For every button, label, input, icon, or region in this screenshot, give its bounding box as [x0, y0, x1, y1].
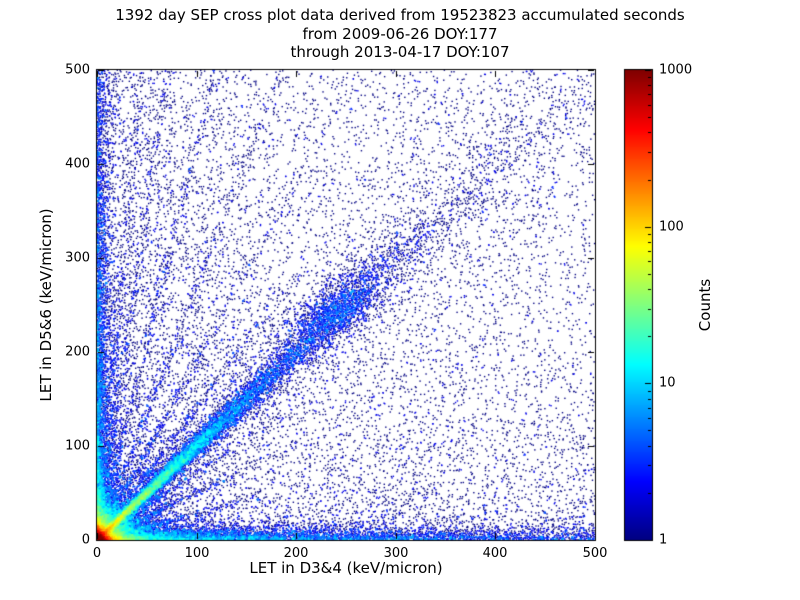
y-tick-label: 500 — [65, 62, 90, 78]
y-tick-label: 0 — [81, 532, 90, 548]
x-tick-label: 500 — [582, 546, 608, 561]
colorbar-tick-label: 1000 — [659, 62, 693, 78]
plot-title: 1392 day SEP cross plot data derived fro… — [115, 6, 685, 24]
colorbar-axis-label: Counts — [696, 278, 714, 332]
y-tick-label: 200 — [65, 344, 90, 360]
x-tick-label: 200 — [283, 546, 309, 561]
x-tick-label: 400 — [482, 546, 508, 561]
x-tick-label: 0 — [92, 546, 102, 561]
y-tick-label: 300 — [65, 250, 90, 266]
x-axis-label: LET in D3&4 (keV/micron) — [249, 559, 443, 577]
plot-subtitle-through: through 2013-04-17 DOY:107 — [290, 43, 510, 61]
plot-subtitle-from: from 2009-06-26 DOY:177 — [302, 25, 498, 43]
x-tick-label: 100 — [184, 546, 210, 561]
colorbar-tick-label: 100 — [659, 219, 684, 235]
x-tick-label: 300 — [383, 546, 409, 561]
colorbar-tick-label: 1 — [659, 532, 668, 548]
y-tick-label: 400 — [65, 156, 90, 172]
colorbar-tick-label: 10 — [659, 375, 676, 391]
y-tick-label: 100 — [65, 438, 90, 454]
y-axis-label: LET in D5&6 (keV/micron) — [37, 208, 55, 402]
